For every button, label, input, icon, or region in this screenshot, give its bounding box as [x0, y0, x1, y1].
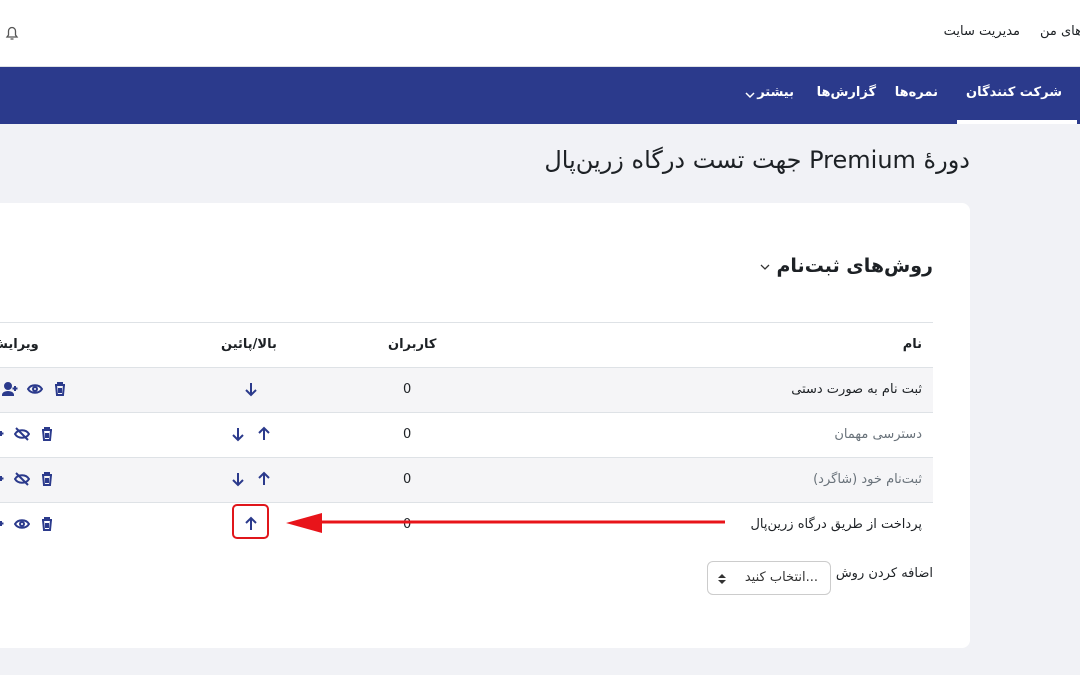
header-cell: کاربران: [388, 337, 437, 352]
course-nav: شرکت کنندگان نمره‌ها گزارش‌ها بیشتر: [0, 67, 1080, 124]
table-row: ثبت‌نام خود (شاگرد) 0: [0, 457, 933, 502]
header-cell: ویرایش: [0, 337, 39, 352]
down-icon[interactable]: [230, 426, 246, 442]
dropdown-caret: [745, 92, 755, 99]
annotation: [232, 504, 725, 539]
trash-icon[interactable]: [52, 381, 68, 397]
bell-icon[interactable]: [4, 24, 20, 42]
user-count: 0: [403, 517, 412, 532]
up-icon[interactable]: [256, 426, 272, 442]
user-count: 0: [403, 472, 412, 487]
add-method-select[interactable]: انتخاب کنید...: [707, 561, 831, 595]
table-row: ثبت نام به صورت دستی 0: [0, 367, 933, 412]
user-count: 0: [403, 427, 412, 442]
down-icon[interactable]: [243, 381, 259, 397]
up-icon[interactable]: [256, 471, 272, 487]
select-text: انتخاب کنید...: [744, 570, 818, 585]
method-name: دسترسی مهمان: [834, 427, 922, 442]
section-caret[interactable]: [760, 262, 770, 272]
user-count: 0: [403, 382, 412, 397]
method-name: ثبت‌نام خود (شاگرد): [813, 472, 922, 487]
top-bar: مدیریت سایت های من: [0, 0, 1080, 67]
table-row: دسترسی مهمان 0: [0, 412, 933, 457]
nav-tab[interactable]: بیشتر: [757, 85, 794, 100]
nav-tab[interactable]: شرکت کنندگان: [966, 85, 1062, 100]
eyeoff-icon[interactable]: [14, 426, 30, 442]
add-method-label: اضافه کردن روش: [835, 566, 933, 581]
enrol-table: نام کاربران بالا/پائین ویرایش ثبت نام به…: [0, 322, 933, 552]
table-header: نام کاربران بالا/پائین ویرایش: [0, 322, 933, 367]
table-row: پرداخت از طریق درگاه زرین‌پال 0: [0, 502, 933, 547]
down-icon[interactable]: [230, 471, 246, 487]
page-title: دورهٔ Premium جهت تست درگاه زرین‌پال: [544, 146, 970, 174]
my-courses-link[interactable]: های من: [1040, 24, 1080, 39]
settings-icon[interactable]: [0, 471, 4, 487]
eyeoff-icon[interactable]: [14, 471, 30, 487]
method-name: پرداخت از طریق درگاه زرین‌پال: [750, 517, 922, 532]
trash-icon[interactable]: [39, 516, 55, 532]
settings-icon[interactable]: [0, 516, 4, 532]
eye-icon[interactable]: [14, 516, 30, 532]
site-admin-link[interactable]: مدیریت سایت: [943, 24, 1020, 39]
select-caret: [718, 574, 726, 584]
header-cell: نام: [902, 337, 922, 352]
nav-tab[interactable]: نمره‌ها: [894, 85, 938, 100]
eye-icon[interactable]: [27, 381, 43, 397]
active-underline: [957, 120, 1077, 124]
trash-icon[interactable]: [39, 471, 55, 487]
section-title[interactable]: روش‌های ثبت‌نام: [776, 255, 934, 277]
header-cell: بالا/پائین: [221, 337, 277, 352]
nav-tab[interactable]: گزارش‌ها: [816, 85, 876, 100]
trash-icon[interactable]: [39, 426, 55, 442]
user-icon[interactable]: [2, 381, 18, 397]
method-name: ثبت نام به صورت دستی: [791, 382, 922, 397]
settings-icon[interactable]: [0, 426, 4, 442]
